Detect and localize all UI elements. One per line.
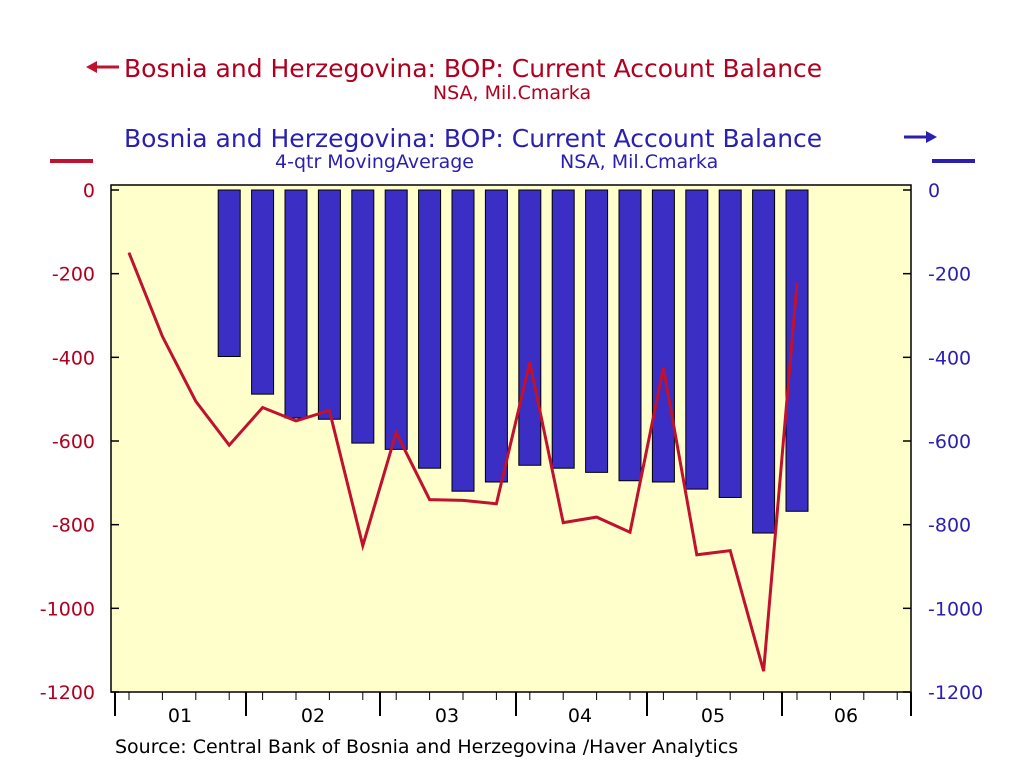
x-tick-label: 01	[168, 705, 192, 727]
left-tick-label: -800	[52, 515, 95, 537]
series2-title: Bosnia and Herzegovina: BOP: Current Acc…	[124, 124, 822, 153]
x-tick-label: 02	[301, 705, 325, 727]
legend: Bosnia and Herzegovina: BOP: Current Acc…	[50, 54, 975, 173]
line-point-2001Q3	[195, 400, 197, 402]
bar-2002Q3	[317, 189, 341, 420]
right-tick-label: -600	[928, 431, 971, 453]
right-tick-label: 0	[928, 180, 940, 202]
x-axis: 01 02 03 04 05 06	[114, 692, 912, 727]
bar-2005Q2	[685, 189, 709, 490]
line-point-2001Q4	[228, 444, 230, 446]
line-point-2003Q1	[395, 432, 397, 434]
bar-2005Q1	[651, 189, 675, 483]
line-point-2006Q1	[796, 282, 798, 284]
source-note: Source: Central Bank of Bosnia and Herze…	[115, 736, 738, 758]
right-axis: 0 -200 -400 -600 -800 -1000 -1200	[903, 180, 983, 704]
line-point-2002Q4	[362, 545, 364, 547]
left-tick-label: -1200	[40, 682, 95, 704]
legend-right-arrow-icon	[904, 131, 937, 143]
right-tick-label: -400	[928, 347, 971, 369]
line-series	[127, 252, 799, 672]
line-point-2003Q3	[462, 499, 464, 501]
bar-2003Q4	[484, 189, 508, 483]
line-point-2002Q2	[295, 420, 297, 422]
line-point-2001Q1	[128, 252, 130, 254]
bar-2004Q2	[551, 189, 575, 469]
line-point-2005Q4	[763, 670, 765, 672]
series2-subtitle-b: NSA, Mil.Cmarka	[560, 151, 718, 173]
x-tick-label: 06	[834, 705, 858, 727]
right-tick-label: -800	[928, 515, 971, 537]
x-tick-label: 03	[435, 705, 459, 727]
line-point-2002Q3	[328, 409, 330, 411]
left-axis: 0 -200 -400 -600 -800 -1000 -1200	[40, 180, 119, 704]
series1-title: Bosnia and Herzegovina: BOP: Current Acc…	[124, 54, 822, 83]
left-tick-label: -200	[52, 264, 95, 286]
line-point-2005Q3	[729, 550, 731, 552]
bar-2002Q1	[251, 189, 275, 395]
legend-left-arrow-icon	[86, 61, 119, 73]
line-point-2001Q2	[161, 335, 163, 337]
bar-2003Q3	[451, 189, 475, 492]
left-tick-label: 0	[83, 180, 95, 202]
x-tick-label: 04	[568, 705, 592, 727]
bar-series	[217, 189, 809, 534]
bar-2005Q3	[718, 189, 742, 498]
bar-2006Q1	[785, 189, 809, 512]
line-point-2002Q1	[262, 407, 264, 409]
series1-subtitle: NSA, Mil.Cmarka	[433, 82, 591, 104]
line-point-2004Q4	[629, 531, 631, 533]
line-point-2004Q3	[596, 516, 598, 518]
left-tick-label: -600	[52, 431, 95, 453]
bar-2002Q4	[351, 189, 375, 444]
line-point-2004Q1	[529, 361, 531, 363]
bar-2003Q1	[384, 189, 408, 450]
bar-2004Q3	[585, 189, 609, 473]
bar-2003Q2	[418, 189, 442, 469]
line-point-2005Q2	[696, 554, 698, 556]
right-tick-label: -1000	[928, 598, 983, 620]
line-point-2004Q2	[562, 522, 564, 524]
line-point-2003Q2	[429, 499, 431, 501]
right-tick-label: -1200	[928, 682, 983, 704]
bar-2005Q4	[752, 189, 776, 534]
x-tick-label: 05	[701, 705, 725, 727]
bar-2004Q4	[618, 189, 642, 482]
line-point-2003Q4	[495, 503, 497, 505]
bar-2002Q2	[284, 189, 308, 419]
line-point-2005Q1	[662, 367, 664, 369]
left-tick-label: -400	[52, 347, 95, 369]
bar-2004Q1	[518, 189, 542, 466]
right-tick-label: -200	[928, 264, 971, 286]
series2-subtitle-a: 4-qtr MovingAverage	[275, 151, 474, 173]
left-tick-label: -1000	[40, 598, 95, 620]
bar-2001Q4	[217, 189, 241, 357]
